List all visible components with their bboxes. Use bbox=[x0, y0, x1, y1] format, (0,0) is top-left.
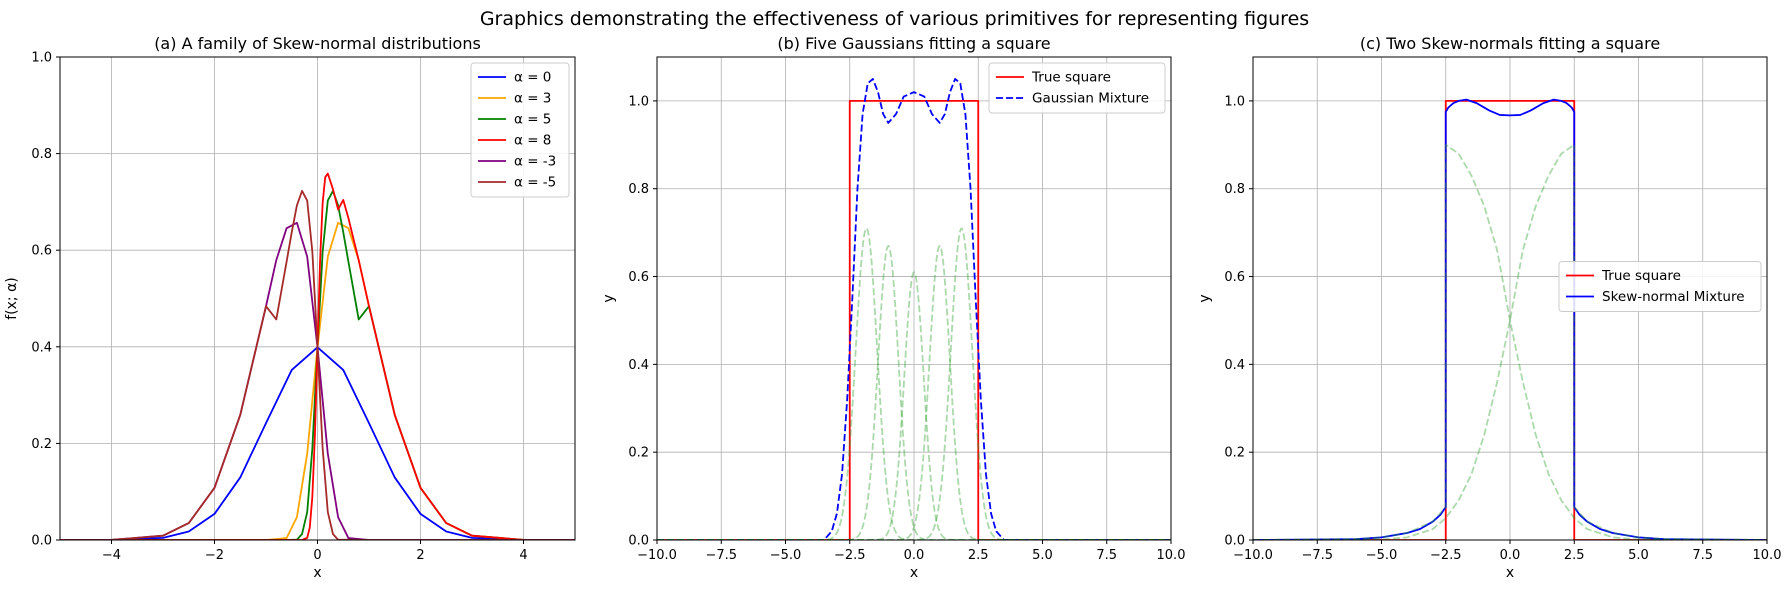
x-tick-label: −2.5 bbox=[834, 548, 866, 563]
series-line-1 bbox=[1253, 98, 1767, 540]
y-axis-label: y bbox=[601, 294, 617, 302]
x-tick-label: 10.0 bbox=[1753, 548, 1782, 563]
y-tick-label: 0.4 bbox=[628, 358, 649, 373]
y-tick-label: 1.0 bbox=[31, 51, 52, 66]
x-tick-label: −10.0 bbox=[1233, 548, 1273, 563]
legend-box bbox=[988, 62, 1166, 114]
component-curve-5 bbox=[657, 244, 1171, 540]
component-curve-4 bbox=[657, 271, 1171, 540]
legend-box bbox=[470, 62, 570, 198]
x-tick-label: −10.0 bbox=[637, 548, 677, 563]
chart-title: (c) Two Skew-normals fitting a square bbox=[1360, 34, 1660, 53]
legend-label: True square bbox=[1031, 70, 1111, 86]
series-group bbox=[60, 172, 575, 540]
y-tick-label: 0.0 bbox=[1224, 534, 1245, 549]
component-curve-3 bbox=[1253, 143, 1767, 540]
legend-label: α = 8 bbox=[514, 133, 551, 149]
legend-label: Gaussian Mixture bbox=[1032, 91, 1149, 107]
x-axis-label: x bbox=[1506, 565, 1514, 581]
x-tick-label: 7.5 bbox=[1096, 548, 1117, 563]
series-line-5 bbox=[60, 190, 575, 540]
y-tick-label: 0.8 bbox=[1224, 182, 1245, 197]
x-tick-label: −7.5 bbox=[1301, 548, 1333, 563]
legend-label: True square bbox=[1601, 268, 1681, 284]
y-tick-label: 0.6 bbox=[31, 244, 52, 259]
y-tick-label: 1.0 bbox=[1224, 94, 1245, 109]
series-line-0 bbox=[1253, 100, 1767, 540]
legend: True square Gaussian Mixture bbox=[988, 62, 1166, 114]
legend-box bbox=[1558, 261, 1762, 312]
x-tick-label: 7.5 bbox=[1692, 548, 1713, 563]
y-tick-label: 0.2 bbox=[31, 437, 52, 452]
x-tick-label: 4 bbox=[519, 548, 527, 563]
y-tick-label: 0.2 bbox=[1224, 446, 1245, 461]
x-tick-label: −7.5 bbox=[705, 548, 737, 563]
x-tick-label: 5.0 bbox=[1032, 548, 1053, 563]
legend-label: α = -3 bbox=[514, 154, 556, 170]
series-group bbox=[1253, 98, 1767, 540]
y-tick-label: 0.4 bbox=[1224, 358, 1245, 373]
series-line-3 bbox=[60, 172, 575, 540]
y-axis-label: f(x; α) bbox=[4, 277, 20, 320]
x-tick-label: −5.0 bbox=[1366, 548, 1398, 563]
x-tick-label: −2 bbox=[205, 548, 224, 563]
x-tick-label: 5.0 bbox=[1628, 548, 1649, 563]
y-tick-label: 0.6 bbox=[628, 270, 649, 285]
legend-label: α = -5 bbox=[514, 175, 556, 191]
x-tick-label: 2 bbox=[416, 548, 424, 563]
x-tick-label: 2.5 bbox=[1564, 548, 1585, 563]
x-tick-label: −2.5 bbox=[1430, 548, 1462, 563]
y-tick-label: 0.4 bbox=[31, 340, 52, 355]
chart-panel-1: −10.0 −7.5 −5.0 −2.5 0.0 2.5 5.0 7.5 10.0 0.0 0.2 0… bbox=[601, 34, 1185, 581]
x-tick-label: 10.0 bbox=[1157, 548, 1186, 563]
x-tick-label: −4 bbox=[102, 548, 121, 563]
chart-panel-0: −4 −2 0 2 4 0.0 0.2 0.4 0.6 0.8 1.0 x f(x; α) (a) A f… bbox=[4, 34, 576, 581]
figure-suptitle: Graphics demonstrating the effectiveness… bbox=[480, 8, 1309, 30]
legend-label: α = 3 bbox=[514, 91, 551, 107]
y-tick-label: 0.2 bbox=[628, 446, 649, 461]
x-axis-label: x bbox=[910, 565, 918, 581]
y-tick-label: 0.0 bbox=[31, 534, 52, 549]
chart-panel-2: −10.0 −7.5 −5.0 −2.5 0.0 2.5 5.0 7.5 10.0 0.0 0.2 0… bbox=[1197, 34, 1781, 581]
x-tick-label: 2.5 bbox=[968, 548, 989, 563]
legend: True square Skew-normal Mixture bbox=[1558, 261, 1762, 312]
y-tick-label: 1.0 bbox=[628, 94, 649, 109]
x-tick-label: 0.0 bbox=[1500, 548, 1521, 563]
legend-label: Skew-normal Mixture bbox=[1602, 289, 1745, 305]
y-tick-label: 0.6 bbox=[1224, 270, 1245, 285]
y-tick-label: 0.8 bbox=[31, 147, 52, 162]
component-curve-2 bbox=[1253, 143, 1767, 540]
y-tick-label: 0.8 bbox=[628, 182, 649, 197]
series-line-0 bbox=[657, 100, 1171, 540]
x-tick-label: 0.0 bbox=[904, 548, 925, 563]
chart-title: (a) A family of Skew-normal distribution… bbox=[154, 34, 481, 53]
y-axis-label: y bbox=[1197, 294, 1213, 302]
legend-label: α = 0 bbox=[514, 70, 551, 86]
x-axis-label: x bbox=[313, 565, 321, 581]
legend: α = 0 α = 3 α = 5 α = 8 α = -3 α = -5 bbox=[470, 62, 570, 198]
x-tick-label: 0 bbox=[313, 548, 321, 563]
y-tick-label: 0.0 bbox=[628, 534, 649, 549]
legend-label: α = 5 bbox=[514, 112, 551, 128]
x-tick-label: −5.0 bbox=[770, 548, 802, 563]
chart-title: (b) Five Gaussians fitting a square bbox=[777, 34, 1050, 53]
series-line-1 bbox=[657, 78, 1171, 540]
